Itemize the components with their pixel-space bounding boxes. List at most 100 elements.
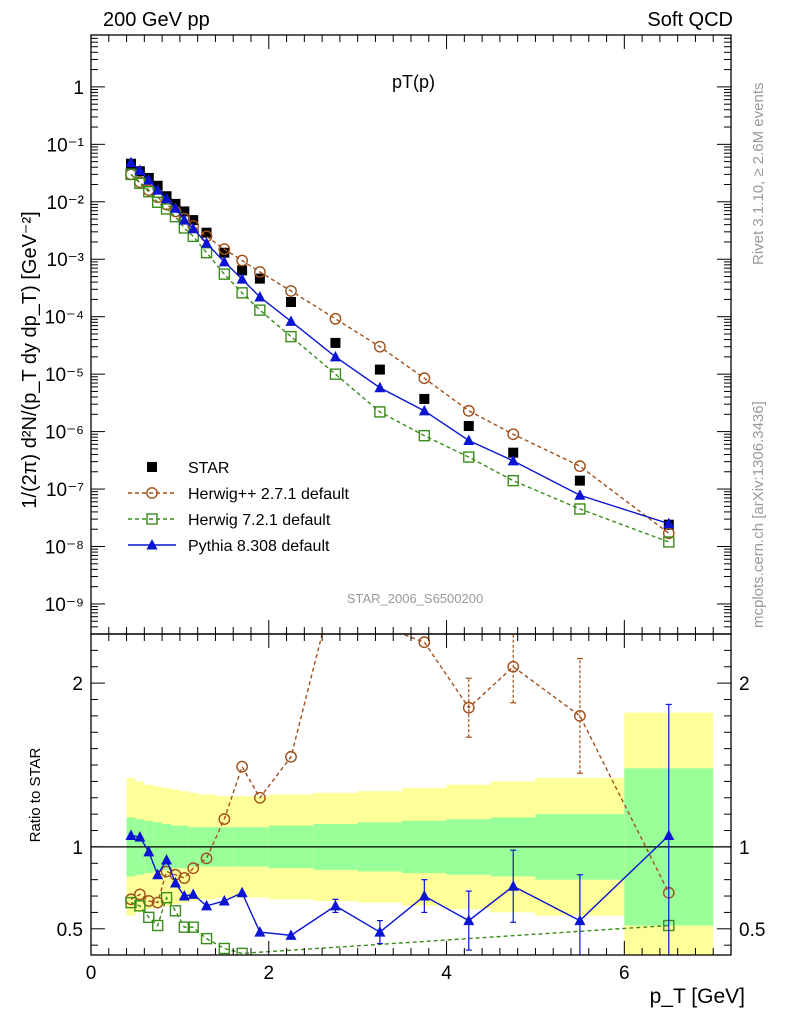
data-point	[236, 287, 248, 299]
y-tick-label: 10⁻³	[47, 250, 85, 271]
ratio-line	[130, 896, 669, 955]
data-point	[663, 517, 675, 529]
ratio-point	[187, 921, 199, 933]
data-point	[373, 340, 386, 353]
data-point	[507, 454, 519, 466]
data-point	[254, 291, 266, 302]
data-point	[374, 381, 386, 393]
data-point	[134, 164, 146, 176]
data-point	[125, 156, 137, 168]
x-tick-label: 2	[263, 963, 274, 984]
data-point	[285, 315, 297, 326]
ratio-point	[160, 891, 173, 904]
legend-entry: Herwig++ 2.7.1 default	[128, 486, 350, 503]
y-tick-label: 10⁻⁶	[45, 423, 84, 444]
data-point	[254, 304, 266, 316]
rivet-label: Rivet 3.1.10, ≥ 2.6M events	[750, 83, 767, 266]
legend-entry: STAR	[147, 460, 229, 477]
ratio-point	[418, 636, 431, 649]
ratio-point	[254, 926, 266, 937]
ratio-point	[178, 872, 191, 884]
data-point	[574, 475, 585, 486]
data-point	[236, 254, 249, 267]
ratio-point	[143, 911, 155, 924]
data-point	[462, 404, 475, 417]
ratio-series-herwig	[125, 576, 675, 909]
data-point	[254, 273, 265, 284]
ratio-point	[418, 890, 430, 901]
ratio-panel: 0 2 4 6 0.5 0.5 1 1 2 2	[57, 35, 765, 984]
watermark: STAR_2006_S6500200	[347, 591, 483, 606]
ratio-series-pythia	[125, 703, 675, 955]
main-series	[125, 156, 675, 548]
ratio-point	[330, 576, 340, 586]
y-tick-label: 10⁻⁵	[45, 365, 84, 386]
ratio-point	[285, 750, 297, 763]
legend-marker	[147, 462, 157, 472]
data-point	[236, 273, 248, 284]
data-point	[419, 393, 430, 404]
ratio-point	[151, 919, 164, 932]
data-point	[187, 222, 199, 234]
x-ticks: 0 2 4 6	[86, 35, 714, 984]
main-y-label-text: 1/(2π) d²N/(p_T dy dp_T) [GeV⁻²]	[19, 211, 41, 508]
legend-label: Pythia 8.308 default	[188, 538, 330, 555]
ratio-point	[169, 876, 181, 888]
data-point	[218, 255, 230, 267]
ratio-point	[507, 880, 519, 891]
mcplots-label: mcplots.cern.ch [arXiv:1306.3436]	[750, 401, 767, 628]
y-tick-label: 10⁻⁹	[45, 595, 84, 616]
plot-title: pT(p)	[392, 72, 435, 92]
legend-label: STAR	[188, 460, 229, 477]
ratio-point	[218, 942, 231, 955]
ratio-point	[134, 831, 146, 842]
ratio-point	[663, 829, 675, 840]
data-point	[160, 203, 173, 215]
ratio-point	[187, 862, 200, 875]
data-point	[573, 460, 586, 473]
data-point	[574, 503, 586, 515]
data-point	[285, 285, 297, 297]
ratio-point	[236, 947, 248, 955]
data-point	[508, 447, 519, 458]
legend-entry: Herwig 7.2.1 default	[128, 512, 331, 529]
data-point	[178, 214, 190, 225]
y-tick-label: 10⁻²	[47, 193, 85, 214]
data-point	[463, 421, 474, 432]
main-panel: 10⁻⁹ 10⁻⁸ 10⁻⁷ 10⁻⁶ 10⁻⁵ 10⁻⁴ 10⁻³ 10⁻² 10⁻¹ 1	[45, 34, 732, 635]
data-point	[286, 297, 296, 308]
data-point	[219, 247, 230, 258]
ratio-point	[134, 900, 146, 912]
data-point	[218, 243, 231, 256]
ratio-point	[285, 929, 297, 940]
ratio-point	[573, 709, 586, 722]
x-tick-label: 0	[86, 963, 97, 984]
ratio-y-tick-label: 0.5	[739, 920, 765, 941]
data-point	[463, 451, 475, 463]
ratio-point	[125, 829, 137, 840]
legend-marker	[146, 539, 158, 550]
data-point	[179, 206, 190, 217]
series-herwig	[125, 168, 675, 540]
ratio-point	[507, 660, 520, 673]
data-point	[663, 536, 675, 548]
data-point	[201, 227, 212, 238]
legend-entry: Pythia 8.308 default	[128, 538, 330, 555]
ratio-point	[178, 921, 191, 933]
ratio-point	[125, 896, 137, 909]
data-point	[218, 268, 231, 280]
ratio-point	[143, 845, 155, 857]
ratio-point	[375, 621, 385, 631]
data-point	[253, 266, 266, 278]
ratio-point	[574, 914, 586, 926]
ratio-y-tick-label: 1	[72, 838, 83, 859]
y-tick-label: 10⁻⁴	[45, 308, 84, 329]
data-point	[237, 265, 248, 276]
ratio-point	[463, 914, 475, 926]
y-tick-label: 10⁻⁷	[46, 480, 84, 501]
data-point	[374, 364, 385, 375]
main-frame	[90, 34, 732, 635]
data-point	[418, 429, 431, 442]
ratio-y-ticks: 0.5 0.5 1 1 2 2	[57, 649, 765, 946]
